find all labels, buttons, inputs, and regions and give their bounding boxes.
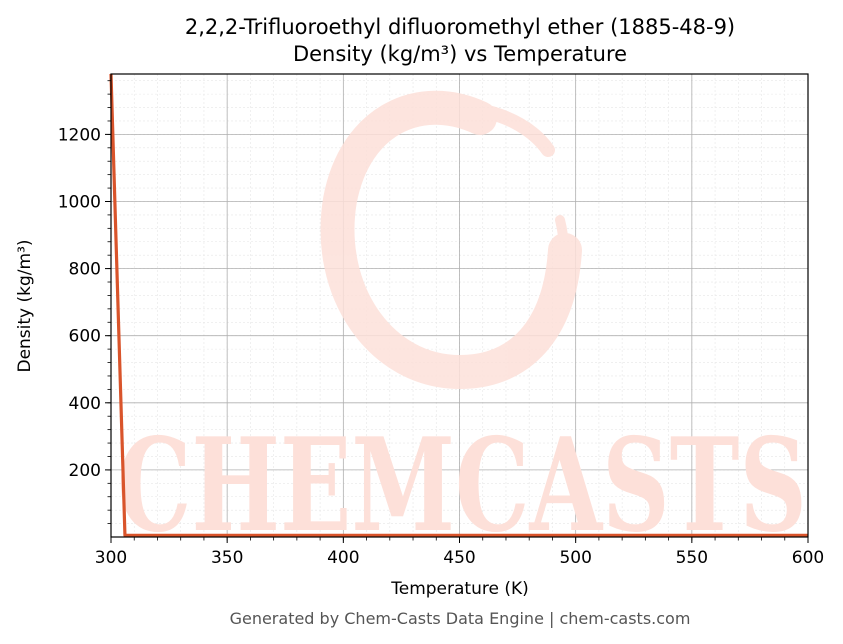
series-layer [109, 73, 808, 537]
y-tick-label: 1200 [58, 125, 101, 145]
watermark-logo [320, 90, 582, 390]
x-tick-label: 600 [792, 548, 824, 568]
footer-credit: Generated by Chem-Casts Data Engine | ch… [230, 609, 691, 628]
y-tick-label: 400 [69, 394, 101, 414]
y-tick-label: 200 [69, 461, 101, 481]
x-tick-label: 300 [95, 548, 127, 568]
y-tick-label: 800 [69, 260, 101, 280]
chart-title: 2,2,2-Trifluoroethyl difluoromethyl ethe… [185, 15, 735, 39]
x-tick-label: 400 [327, 548, 359, 568]
x-axis-label: Temperature (K) [390, 579, 529, 599]
watermark-text: CHEMCASTS [117, 411, 807, 561]
x-tick-label: 350 [211, 548, 243, 568]
y-axis-label: Density (kg/m³) [15, 239, 35, 372]
y-tick-label: 1000 [58, 192, 101, 212]
x-tick-label: 550 [676, 548, 708, 568]
x-tick-label: 500 [559, 548, 591, 568]
series-line [109, 73, 808, 537]
grid [110, 74, 809, 537]
y-tick-label: 600 [69, 327, 101, 347]
chart-subtitle: Density (kg/m³) vs Temperature [293, 42, 627, 66]
x-tick-label: 450 [443, 548, 475, 568]
axes: 300 350 400 450 500 550 600 200 400 600 800 1000 120… [58, 73, 824, 568]
watermark: CHEMCASTS [117, 90, 807, 561]
